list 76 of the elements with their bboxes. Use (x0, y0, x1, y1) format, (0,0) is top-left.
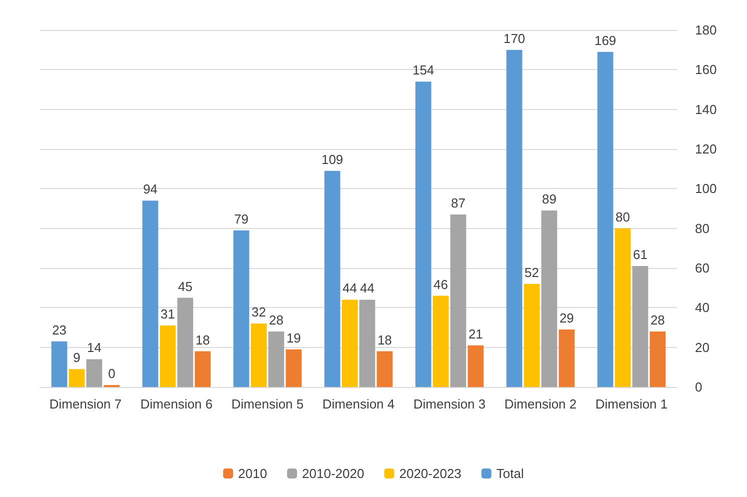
bar (233, 230, 250, 387)
bar (468, 345, 484, 387)
bar (86, 359, 102, 387)
y-tick-label: 140 (695, 102, 717, 117)
bar (194, 351, 211, 387)
data-label: 45 (178, 278, 192, 294)
bar (268, 331, 284, 387)
data-label: 94 (143, 182, 158, 197)
data-label: 0 (108, 366, 116, 381)
y-tick-label: 80 (695, 220, 710, 236)
data-label: 9 (73, 350, 80, 366)
bar (359, 300, 376, 387)
bar (541, 210, 558, 387)
data-label: 18 (377, 332, 392, 348)
legend-label: 2020-2023 (399, 466, 462, 481)
x-tick-label: Dimension 1 (595, 396, 668, 412)
legend-label: 2010 (238, 466, 268, 481)
x-tick-label: Dimension 2 (504, 396, 577, 412)
y-tick-label: 160 (695, 62, 717, 78)
bar (558, 329, 575, 387)
data-label: 169 (594, 32, 616, 48)
y-tick-label: 180 (695, 22, 717, 38)
bar (415, 82, 432, 387)
bar (250, 324, 267, 387)
x-tick-label: Dimension 4 (322, 396, 395, 412)
legend-label: 2010-2020 (302, 466, 364, 481)
bar (650, 331, 666, 387)
data-label: 154 (412, 62, 434, 78)
x-tick-label: Dimension 7 (49, 396, 122, 412)
x-tick-label: Dimension 6 (140, 396, 213, 412)
bar (506, 50, 522, 387)
data-label: 19 (286, 330, 301, 346)
y-tick-label: 60 (695, 260, 710, 276)
y-tick-label: 120 (695, 142, 717, 156)
y-tick-label: 0 (695, 380, 702, 394)
data-label: 28 (268, 312, 284, 328)
bar (51, 341, 68, 387)
bar (342, 300, 358, 387)
y-tick-label: 20 (695, 340, 710, 355)
legend-label: Total (496, 466, 524, 481)
bar (142, 200, 158, 387)
data-label: 18 (195, 332, 210, 348)
data-label: 61 (632, 247, 648, 262)
data-label: 79 (234, 211, 249, 226)
data-label: 29 (559, 310, 574, 326)
x-tick-label: Dimension 5 (231, 396, 304, 412)
data-label: 109 (321, 152, 344, 167)
data-label: 170 (503, 30, 526, 46)
data-label: 52 (524, 264, 540, 280)
data-label: 44 (360, 280, 374, 296)
data-label: 21 (468, 326, 483, 342)
data-label: 46 (434, 276, 448, 292)
data-label: 32 (252, 304, 266, 320)
data-label: 28 (650, 312, 665, 328)
bar (68, 369, 85, 387)
bar (160, 326, 176, 387)
x-tick-label: Dimension 3 (413, 396, 486, 412)
bar (376, 351, 393, 387)
bar (524, 284, 540, 387)
bar (324, 170, 340, 387)
data-label: 89 (542, 191, 556, 206)
bar (286, 349, 302, 387)
data-label: 80 (616, 209, 630, 224)
bar (450, 214, 466, 387)
y-tick-label: 40 (695, 300, 710, 316)
data-label: 44 (342, 280, 358, 296)
bar (597, 52, 614, 387)
y-tick-label: 100 (695, 181, 717, 196)
bar (432, 296, 449, 387)
data-label: 23 (52, 322, 67, 338)
bar (614, 228, 631, 387)
data-label: 14 (86, 340, 102, 356)
bar (632, 266, 648, 387)
bar (177, 298, 194, 387)
data-label: 87 (450, 195, 466, 210)
data-label: 31 (160, 306, 176, 322)
